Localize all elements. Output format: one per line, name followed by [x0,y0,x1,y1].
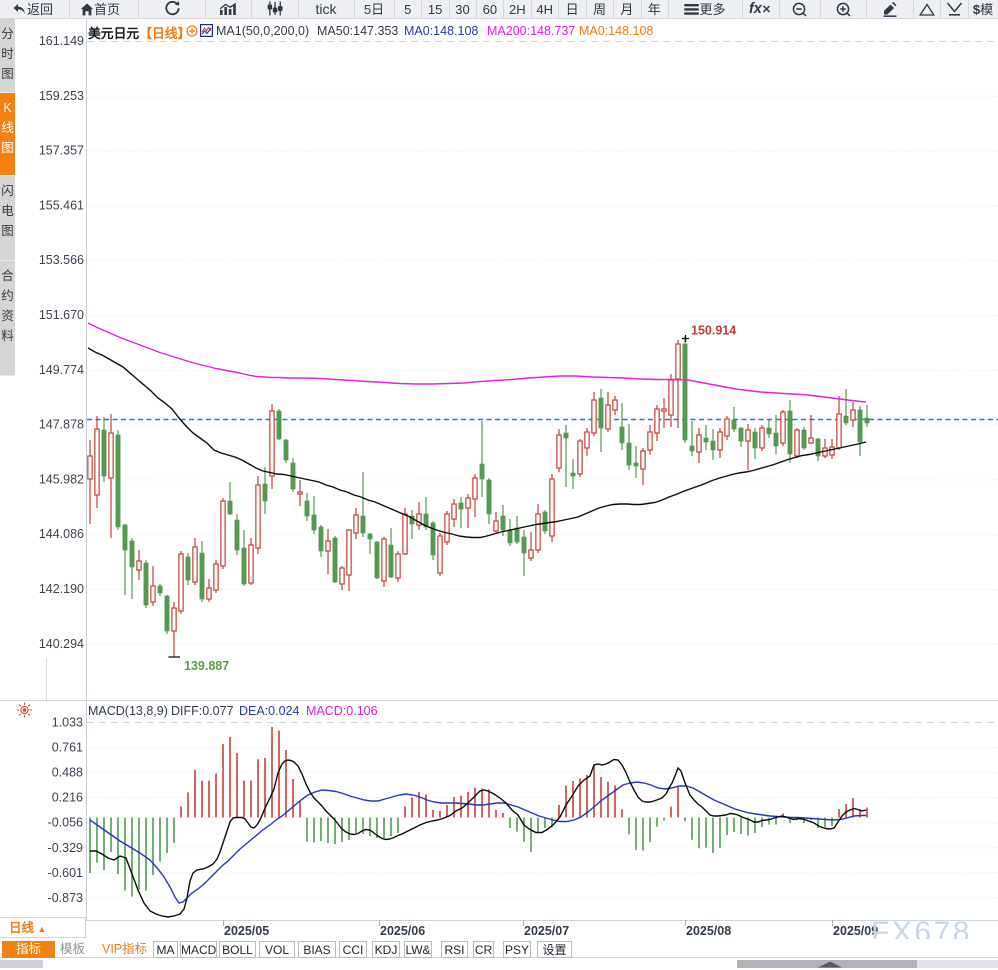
svg-text:150.914: 150.914 [691,324,736,338]
svg-text:142.190: 142.190 [39,582,84,596]
svg-text:2025/08: 2025/08 [686,924,731,938]
svg-text:-0.329: -0.329 [48,841,83,855]
svg-text:147.878: 147.878 [39,418,84,432]
svg-text:DEA:0.024: DEA:0.024 [239,704,300,718]
svg-text:149.774: 149.774 [39,363,84,377]
svg-text:2025/07: 2025/07 [524,924,569,938]
svg-text:-0.601: -0.601 [48,866,83,880]
svg-text:2025/05: 2025/05 [224,924,269,938]
svg-text:0.216: 0.216 [52,791,83,805]
svg-text:153.566: 153.566 [39,253,84,267]
svg-text:151.670: 151.670 [39,308,84,322]
svg-text:2025/09: 2025/09 [833,924,878,938]
svg-text:-0.056: -0.056 [48,816,83,830]
svg-text:2025/06: 2025/06 [380,924,425,938]
svg-text:159.253: 159.253 [39,89,84,103]
svg-text:140.294: 140.294 [39,637,84,651]
svg-text:161.149: 161.149 [39,34,84,48]
svg-text:MACD(13,8,9): MACD(13,8,9) [88,704,168,718]
svg-text:155.461: 155.461 [39,198,84,212]
svg-text:MACD:0.106: MACD:0.106 [306,704,378,718]
svg-text:144.086: 144.086 [39,527,84,541]
svg-text:157.357: 157.357 [39,144,84,158]
svg-text:0.488: 0.488 [52,766,83,780]
svg-text:DIFF:0.077: DIFF:0.077 [171,704,234,718]
svg-text:139.887: 139.887 [184,659,229,673]
svg-text:145.982: 145.982 [39,472,84,486]
svg-text:-0.873: -0.873 [48,891,83,905]
svg-text:0.761: 0.761 [52,741,83,755]
svg-text:1.033: 1.033 [52,716,83,730]
